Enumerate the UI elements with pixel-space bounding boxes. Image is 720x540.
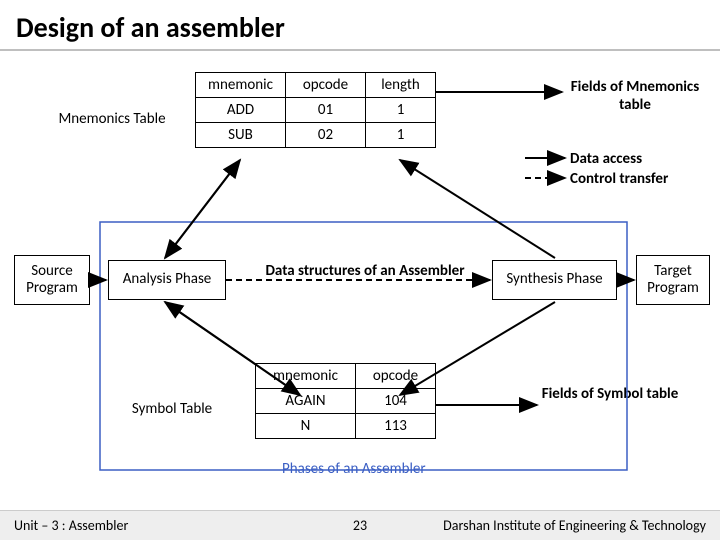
mnemonics-fields-label: Fields of Mnemonics table bbox=[565, 78, 705, 114]
table-cell: 113 bbox=[356, 414, 436, 439]
table-cell: 1 bbox=[366, 98, 436, 123]
page-title: Design of an assembler bbox=[0, 0, 720, 51]
legend-dashed: Control transfer bbox=[570, 170, 668, 190]
symbol-table: mnemonicopcodeAGAIN104N113 bbox=[255, 363, 436, 439]
table-row: N113 bbox=[256, 414, 436, 439]
symbol-table-label: Symbol Table bbox=[112, 400, 232, 418]
footer: Unit – 3 : Assembler 23 Darshan Institut… bbox=[0, 510, 720, 540]
table-header: mnemonic bbox=[196, 73, 286, 98]
mnemonics-table-label: Mnemonics Table bbox=[42, 110, 182, 128]
legend-solid: Data access bbox=[570, 150, 668, 170]
table-header: mnemonic bbox=[256, 364, 356, 389]
footer-left: Unit – 3 : Assembler bbox=[14, 517, 128, 534]
target-program-box: TargetProgram bbox=[636, 255, 710, 305]
table-row: SUB021 bbox=[196, 123, 436, 148]
synthesis-phase-box: Synthesis Phase bbox=[492, 260, 617, 300]
table-cell: SUB bbox=[196, 123, 286, 148]
table-header: opcode bbox=[356, 364, 436, 389]
symbol-fields-label: Fields of Symbol table bbox=[540, 385, 680, 403]
analysis-phase-box: Analysis Phase bbox=[108, 260, 226, 300]
source-program-box: SourceProgram bbox=[14, 255, 90, 305]
table-row: ADD011 bbox=[196, 98, 436, 123]
table-cell: ADD bbox=[196, 98, 286, 123]
table-cell: 1 bbox=[366, 123, 436, 148]
table-cell: AGAIN bbox=[256, 389, 356, 414]
mnemonics-table: mnemonicopcodelengthADD011SUB021 bbox=[195, 72, 436, 148]
phases-label: Phases of an Assembler bbox=[278, 460, 430, 478]
table-cell: 104 bbox=[356, 389, 436, 414]
table-header: length bbox=[366, 73, 436, 98]
table-header: opcode bbox=[286, 73, 366, 98]
table-row: AGAIN104 bbox=[256, 389, 436, 414]
table-cell: 02 bbox=[286, 123, 366, 148]
center-text: Data structures of an Assembler bbox=[260, 262, 470, 280]
table-cell: 01 bbox=[286, 98, 366, 123]
page-number: 23 bbox=[353, 517, 367, 534]
footer-right: Darshan Institute of Engineering & Techn… bbox=[443, 517, 706, 534]
table-cell: N bbox=[256, 414, 356, 439]
